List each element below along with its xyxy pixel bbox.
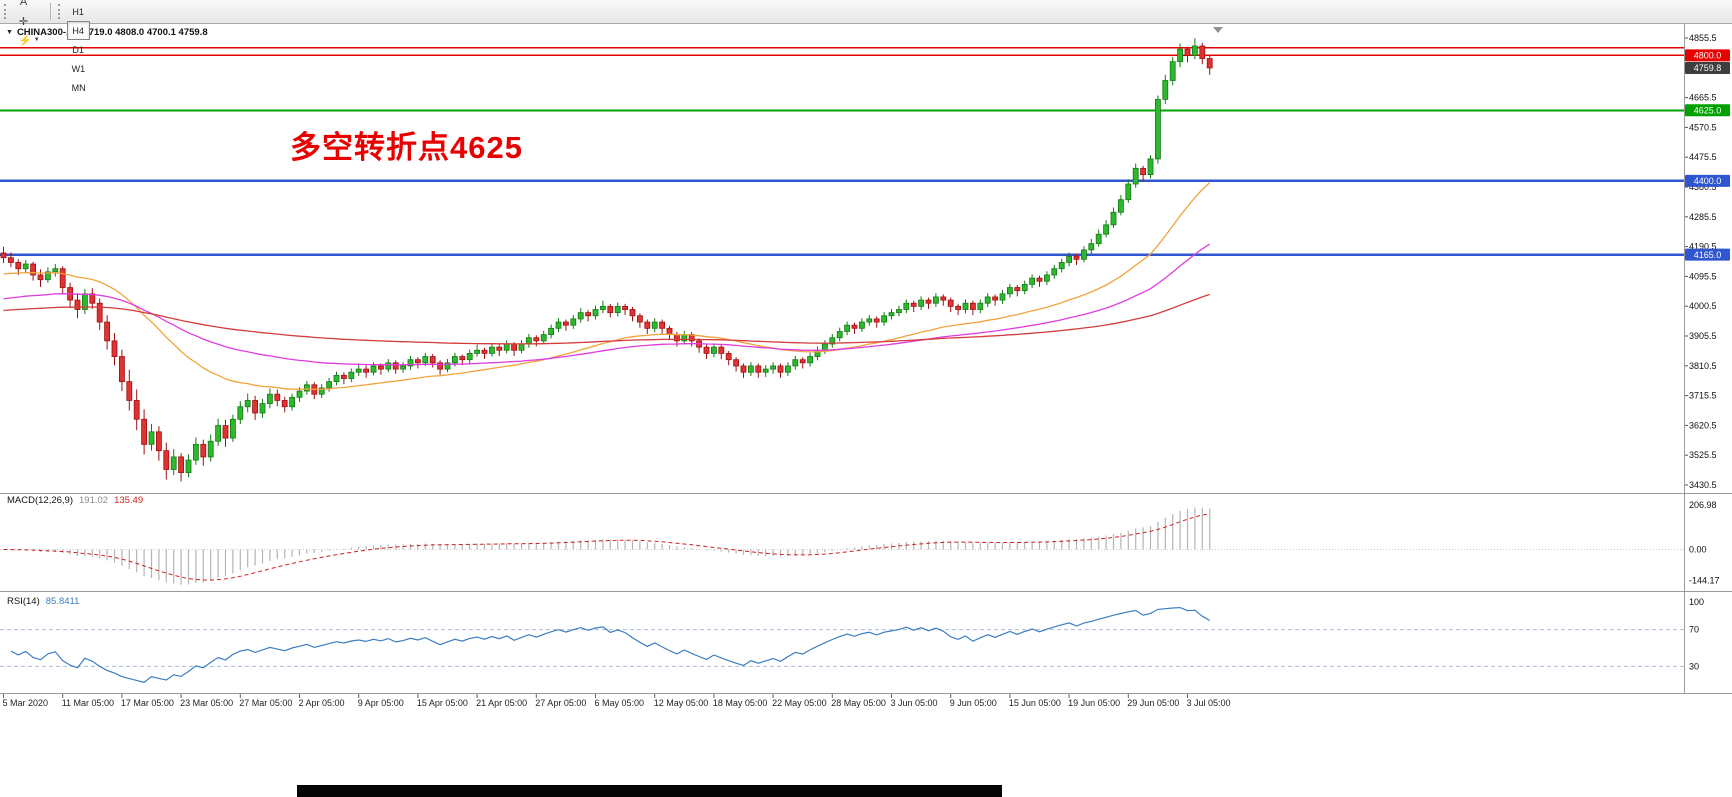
svg-text:100: 100 xyxy=(1689,597,1704,607)
svg-text:22 May 05:00: 22 May 05:00 xyxy=(772,698,827,708)
toolbar-gripper[interactable] xyxy=(4,4,8,19)
svg-text:6 May 05:00: 6 May 05:00 xyxy=(595,698,645,708)
price-scale-ticks: 4855.54760.54665.54570.54475.54380.54285… xyxy=(1684,33,1717,490)
ma-fast-line xyxy=(3,182,1211,390)
timeframe-button-h4[interactable]: H4 xyxy=(66,21,90,40)
ma-medium-line xyxy=(3,243,1211,366)
svg-text:17 Mar 05:00: 17 Mar 05:00 xyxy=(121,698,174,708)
svg-text:29 Jun 05:00: 29 Jun 05:00 xyxy=(1127,698,1179,708)
svg-text:11 Mar 05:00: 11 Mar 05:00 xyxy=(62,698,114,708)
svg-text:3525.5: 3525.5 xyxy=(1689,450,1717,460)
svg-text:5 Mar 2020: 5 Mar 2020 xyxy=(3,698,49,708)
horizontal-lines xyxy=(0,46,1684,256)
svg-text:4855.5: 4855.5 xyxy=(1689,33,1717,43)
svg-text:9 Apr 05:00: 9 Apr 05:00 xyxy=(358,698,404,708)
crosshair-icon[interactable]: ✛ xyxy=(13,12,34,31)
svg-text:4400.0: 4400.0 xyxy=(1694,176,1722,186)
svg-text:21 Apr 05:00: 21 Apr 05:00 xyxy=(476,698,527,708)
toolbar: ▦A✛⚡▼ M1M5M15M30H1H4D1W1MN xyxy=(0,0,1732,93)
svg-text:3430.5: 3430.5 xyxy=(1689,480,1717,490)
macd-signal-line xyxy=(3,513,1210,581)
timeframe-button-h1[interactable]: H1 xyxy=(67,2,90,21)
macd-signal-value: 135.49 xyxy=(114,495,144,506)
svg-text:4000.5: 4000.5 xyxy=(1689,301,1717,311)
svg-text:23 Mar 05:00: 23 Mar 05:00 xyxy=(180,698,233,708)
svg-text:4475.5: 4475.5 xyxy=(1689,152,1717,162)
time-axis[interactable] xyxy=(0,694,1684,714)
svg-text:4285.5: 4285.5 xyxy=(1689,212,1717,222)
svg-text:12 May 05:00: 12 May 05:00 xyxy=(654,698,709,708)
svg-text:-144.17: -144.17 xyxy=(1689,575,1720,585)
svg-text:4380.5: 4380.5 xyxy=(1689,182,1717,192)
svg-text:15 Apr 05:00: 15 Apr 05:00 xyxy=(417,698,468,708)
svg-text:3620.5: 3620.5 xyxy=(1689,420,1717,430)
chart-annotation-text: 多空转折点4625 xyxy=(290,130,523,165)
svg-text:4800.0: 4800.0 xyxy=(1694,51,1722,61)
svg-text:2 Apr 05:00: 2 Apr 05:00 xyxy=(299,698,345,708)
svg-text:27 Apr 05:00: 27 Apr 05:00 xyxy=(535,698,586,708)
svg-text:18 May 05:00: 18 May 05:00 xyxy=(713,698,768,708)
svg-text:3 Jun 05:00: 3 Jun 05:00 xyxy=(891,698,938,708)
svg-text:15 Jun 05:00: 15 Jun 05:00 xyxy=(1009,698,1061,708)
svg-text:4165.0: 4165.0 xyxy=(1694,250,1722,260)
svg-text:3810.5: 3810.5 xyxy=(1689,361,1717,371)
price-scale[interactable] xyxy=(1684,24,1732,694)
svg-text:4095.5: 4095.5 xyxy=(1689,271,1717,281)
svg-text:19 Jun 05:00: 19 Jun 05:00 xyxy=(1068,698,1120,708)
toolbar-separator xyxy=(49,3,51,20)
timeframe-button-d1[interactable]: D1 xyxy=(67,40,90,59)
macd-histogram xyxy=(10,507,1211,585)
quick-tool-icon[interactable]: ⚡ ▼ xyxy=(13,31,45,50)
chart-menu-arrow-icon[interactable]: ▼ xyxy=(6,29,13,36)
macd-label: MACD(12,26,9) 191.02 135.49 xyxy=(7,495,143,506)
svg-text:27 Mar 05:00: 27 Mar 05:00 xyxy=(239,698,292,708)
macd-scale: 206.98 0.00 -144.17 xyxy=(1689,500,1720,585)
svg-text:3715.5: 3715.5 xyxy=(1689,391,1717,401)
timeframe-button-mn[interactable]: MN xyxy=(67,78,91,97)
candles xyxy=(0,38,1213,482)
toolbar-gripper[interactable] xyxy=(57,4,62,19)
macd-main-value: 191.02 xyxy=(79,495,109,506)
svg-text:9 Jun 05:00: 9 Jun 05:00 xyxy=(950,698,997,708)
macd-name: MACD(12,26,9) xyxy=(7,495,73,506)
svg-text:70: 70 xyxy=(1689,625,1699,635)
svg-text:4625.0: 4625.0 xyxy=(1694,106,1722,116)
annotation-a-icon[interactable]: A xyxy=(13,0,34,12)
rsi-label: RSI(14) 85.8411 xyxy=(7,596,79,607)
svg-text:206.98: 206.98 xyxy=(1689,500,1717,510)
chart-title: ▼ CHINA300-,H4 4719.0 4808.0 4700.1 4759… xyxy=(6,27,208,38)
svg-text:4759.8: 4759.8 xyxy=(1694,63,1722,73)
timeframe-button-w1[interactable]: W1 xyxy=(67,59,91,78)
svg-text:0.00: 0.00 xyxy=(1689,545,1707,555)
ma-slow-line xyxy=(3,293,1210,345)
svg-text:3905.5: 3905.5 xyxy=(1689,331,1717,341)
svg-text:3 Jul 05:00: 3 Jul 05:00 xyxy=(1187,698,1231,708)
shift-marker-icon xyxy=(1213,27,1223,33)
svg-text:4570.5: 4570.5 xyxy=(1689,122,1717,132)
taskbar-fragment xyxy=(297,785,1002,797)
panel-separators xyxy=(0,24,1732,694)
svg-text:30: 30 xyxy=(1689,661,1699,671)
chart-canvas[interactable]: 4855.54760.54665.54570.54475.54380.54285… xyxy=(0,24,1732,724)
time-axis-labels: 5 Mar 2020 11 Mar 05:00 17 Mar 05:00 23 Mar… xyxy=(3,694,1231,708)
rsi-name: RSI(14) xyxy=(7,596,40,607)
svg-text:4665.5: 4665.5 xyxy=(1689,93,1717,103)
svg-text:28 May 05:00: 28 May 05:00 xyxy=(831,698,886,708)
price-badges: 4800.0 4625.0 4400.0 4165.0 4759.8 xyxy=(1685,49,1730,261)
rsi-line xyxy=(10,606,1211,683)
svg-text:4190.5: 4190.5 xyxy=(1689,242,1717,252)
rsi-scale: 100 70 30 xyxy=(1689,597,1704,671)
chart-title-text: CHINA300-,H4 4719.0 4808.0 4700.1 4759.8 xyxy=(16,27,208,38)
chevron-down-icon: ▼ xyxy=(33,37,40,43)
rsi-value: 85.8411 xyxy=(45,596,80,607)
